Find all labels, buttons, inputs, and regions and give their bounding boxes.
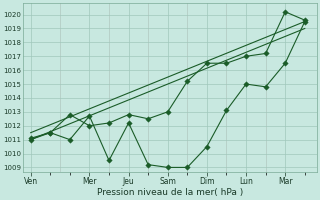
X-axis label: Pression niveau de la mer( hPa ): Pression niveau de la mer( hPa ) xyxy=(97,188,243,197)
